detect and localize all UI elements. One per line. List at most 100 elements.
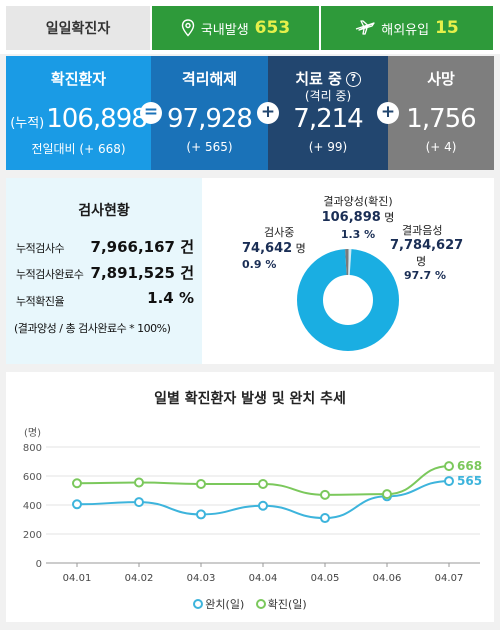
daily-summary-bar: 일일확진자 국내발생 653 해외유입 15 [0, 0, 500, 54]
under-treatment-card: 치료 중? (격리 중) 7,214 (+ 99) [268, 56, 388, 170]
donut-slice-negative [297, 249, 399, 351]
treatment-subtitle: (격리 중) [304, 89, 352, 103]
overseas-cases-value: 15 [435, 18, 459, 38]
test-row-value: 1.4 % [147, 289, 194, 307]
negative-unit: 명 [416, 255, 427, 268]
treatment-title-text: 치료 중 [295, 70, 342, 88]
overseas-cases-stat: 해외유입 15 [321, 6, 493, 50]
data-point[interactable] [320, 489, 330, 500]
confirmed-title: 확진환자 [50, 70, 107, 88]
location-pin-icon [181, 19, 195, 37]
positive-value: 106,898 [321, 210, 381, 225]
legend-marker-icon [255, 599, 266, 609]
data-point[interactable] [196, 478, 206, 489]
daily-trend-chart-panel: (명) 800 600 400 200 0 04.01 04.02 04.03 04.04 04.0… [6, 372, 494, 622]
plus-icon: + [257, 102, 279, 124]
legend-marker-icon [193, 599, 204, 609]
deaths-value: 1,756 [406, 104, 476, 134]
testing-label: 검사중 [264, 226, 295, 239]
data-label: 565 [457, 474, 482, 488]
y-tick-label: 800 [23, 443, 42, 454]
positive-pct: 1.3 % [340, 228, 376, 241]
negative-label: 결과음성 [402, 224, 443, 237]
test-status-panel: 검사현황 누적검사수 7,966,167 건 누적검사완료수 7,891,525… [6, 178, 494, 364]
domestic-cases-label: 국내발생 [200, 22, 249, 38]
data-point[interactable] [196, 509, 206, 520]
test-row-label: 누적검사완료수 [16, 268, 84, 281]
x-tick-label: 04.02 [125, 573, 154, 584]
chart-title: 일별 확진환자 발생 및 완치 추세 [154, 391, 346, 407]
help-icon[interactable]: ? [345, 72, 361, 87]
negative-value: 7,784,627 [390, 238, 464, 253]
deaths-change: (+ 4) [425, 140, 457, 154]
confirmed-cases-card: 확진환자 (누적)106,898 전일대비 (+ 668) [6, 56, 151, 170]
y-axis-unit: (명) [24, 427, 41, 439]
test-summary: 검사현황 누적검사수 7,966,167 건 누적검사완료수 7,891,525… [6, 178, 202, 364]
airplane-icon [356, 20, 375, 35]
positive-label: 결과양성(확진) [323, 195, 393, 208]
positive-unit: 명 [384, 211, 395, 224]
test-row-value: 7,966,167 건 [90, 238, 194, 256]
confirmed-value: (누적)106,898 [6, 104, 151, 134]
data-point[interactable] [444, 461, 454, 472]
domestic-cases-value: 653 [254, 18, 291, 38]
test-result-donut: 결과양성(확진) 106,898 명 1.3 % 검사중 74,642 명 0.… [202, 178, 494, 364]
negative-pct: 97.7 % [404, 269, 446, 282]
data-point[interactable] [258, 500, 268, 511]
equals-icon: = [140, 102, 162, 124]
x-tick-label: 04.04 [249, 573, 278, 584]
legend-item-confirmed[interactable]: 확진(일) [255, 596, 307, 612]
test-status-heading: 검사현황 [78, 203, 130, 219]
x-tick-label: 04.05 [311, 573, 340, 584]
data-point[interactable] [134, 497, 144, 508]
deaths-card: 사망 1,756 (+ 4) [388, 56, 494, 170]
daily-trend-line-chart: (명) 800 600 400 200 0 04.01 04.02 04.03 04.04 04.0… [23, 427, 482, 584]
daily-confirmed-label: 일일확진자 [6, 6, 150, 50]
deaths-title: 사망 [427, 70, 455, 88]
test-row-label: 누적검사수 [16, 242, 65, 255]
released-title: 격리해제 [181, 70, 238, 88]
data-point[interactable] [258, 478, 268, 489]
data-point[interactable] [444, 476, 454, 487]
plus-icon: + [377, 102, 399, 124]
legend-label: 완치(일) [205, 598, 245, 611]
test-row-label: 누적확진율 [16, 295, 65, 308]
confirmed-change: 전일대비 (+ 668) [31, 142, 126, 156]
testing-pct: 0.9 % [242, 258, 277, 271]
y-tick-label: 200 [23, 530, 42, 541]
testing-label-group: 검사중 74,642 명 0.9 % [242, 224, 306, 271]
data-point[interactable] [72, 478, 82, 489]
confirmed-number: 106,898 [46, 104, 148, 134]
y-tick-label: 600 [23, 472, 42, 483]
data-point[interactable] [320, 513, 330, 524]
released-value: 97,928 [167, 104, 253, 134]
released-change: (+ 565) [186, 140, 233, 154]
x-tick-label: 04.07 [435, 573, 464, 584]
chart-legend[interactable]: 완치(일) 확진(일) [6, 596, 494, 612]
domestic-cases-stat: 국내발생 653 [152, 6, 319, 50]
data-point[interactable] [382, 489, 392, 500]
data-point[interactable] [72, 499, 82, 510]
data-label: 668 [457, 459, 482, 473]
x-tick-label: 04.03 [187, 573, 216, 584]
test-row-value: 7,891,525 건 [90, 264, 194, 282]
x-tick-label: 04.01 [63, 573, 92, 584]
overseas-cases-label: 해외유입 [381, 22, 430, 38]
y-tick-label: 400 [23, 501, 42, 512]
y-tick-label: 0 [36, 559, 42, 570]
positivity-formula-note: (결과양성 / 총 검사완료수 * 100%) [14, 322, 171, 335]
testing-value: 74,642 [242, 241, 293, 256]
treatment-title: 치료 중? [268, 68, 388, 89]
data-point[interactable] [134, 477, 144, 488]
case-stats-row: 확진환자 (누적)106,898 전일대비 (+ 668) 격리해제 97,92… [6, 56, 494, 170]
treatment-change: (+ 99) [308, 140, 348, 154]
testing-unit: 명 [295, 242, 306, 255]
negative-label-group: 결과음성 7,784,627 명 97.7 % [390, 222, 463, 282]
cumulative-prefix: (누적) [10, 116, 45, 131]
released-card: 격리해제 97,928 (+ 565) [151, 56, 268, 170]
donut-chart [297, 249, 399, 351]
legend-label: 확진(일) [267, 598, 307, 611]
legend-item-released[interactable]: 완치(일) [193, 596, 244, 612]
treatment-value: 7,214 [293, 104, 363, 134]
positive-label-group: 결과양성(확진) 106,898 명 1.3 % [303, 193, 413, 241]
